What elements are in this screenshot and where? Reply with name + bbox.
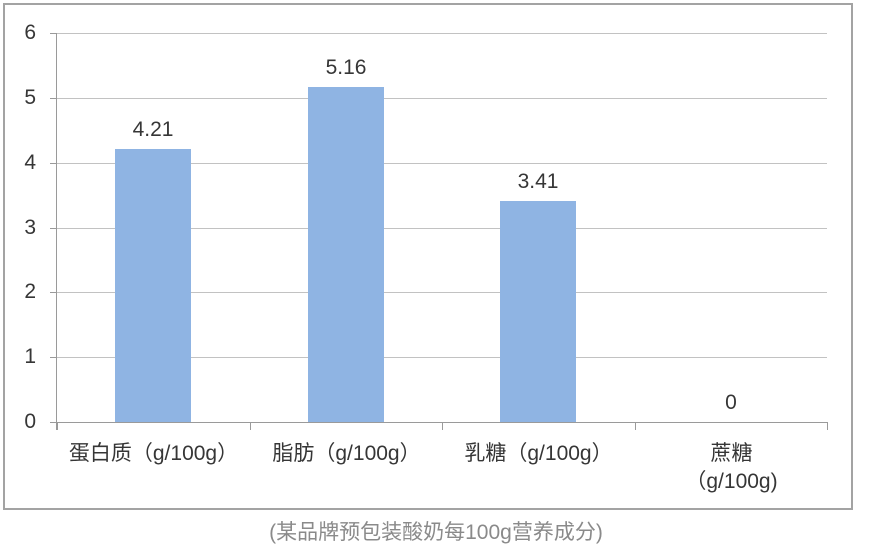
gridline	[57, 228, 827, 229]
bar-value-label: 4.21	[132, 118, 174, 141]
x-tick	[635, 422, 636, 430]
bar-value-label: 0	[725, 391, 737, 414]
gridline	[57, 163, 827, 164]
bar-value-label: 3.41	[517, 170, 559, 193]
gridline	[57, 292, 827, 293]
x-category-label: 乳糖（g/100g）	[464, 442, 613, 465]
y-tick-label: 5	[24, 86, 36, 109]
x-tick	[250, 422, 251, 430]
chart-caption: (某品牌预包装酸奶每100g营养成分)	[269, 521, 603, 544]
bar	[308, 87, 384, 422]
x-axis-line	[50, 422, 827, 423]
bar	[500, 201, 576, 422]
y-tick-label: 3	[24, 216, 36, 239]
x-category-label: 脂肪（g/100g）	[272, 442, 421, 465]
y-tick	[50, 292, 57, 293]
bar	[115, 149, 191, 422]
gridline	[57, 357, 827, 358]
y-tick-label: 2	[24, 280, 36, 303]
x-tick	[442, 422, 443, 430]
x-category-label: 蔗糖 （g/100g)	[685, 442, 778, 494]
y-tick	[50, 163, 57, 164]
y-tick	[50, 98, 57, 99]
y-tick	[50, 357, 57, 358]
y-tick	[50, 33, 57, 34]
x-tick	[827, 422, 828, 430]
x-tick	[57, 422, 58, 430]
x-category-label: 蛋白质（g/100g）	[68, 442, 239, 465]
y-tick-label: 4	[24, 151, 36, 174]
gridline	[57, 33, 827, 34]
bar-value-label: 5.16	[325, 56, 367, 79]
y-tick	[50, 228, 57, 229]
y-tick-label: 6	[24, 21, 36, 44]
y-axis-line	[56, 33, 57, 430]
y-tick-label: 0	[24, 410, 36, 433]
gridline	[57, 98, 827, 99]
y-tick-label: 1	[24, 345, 36, 368]
